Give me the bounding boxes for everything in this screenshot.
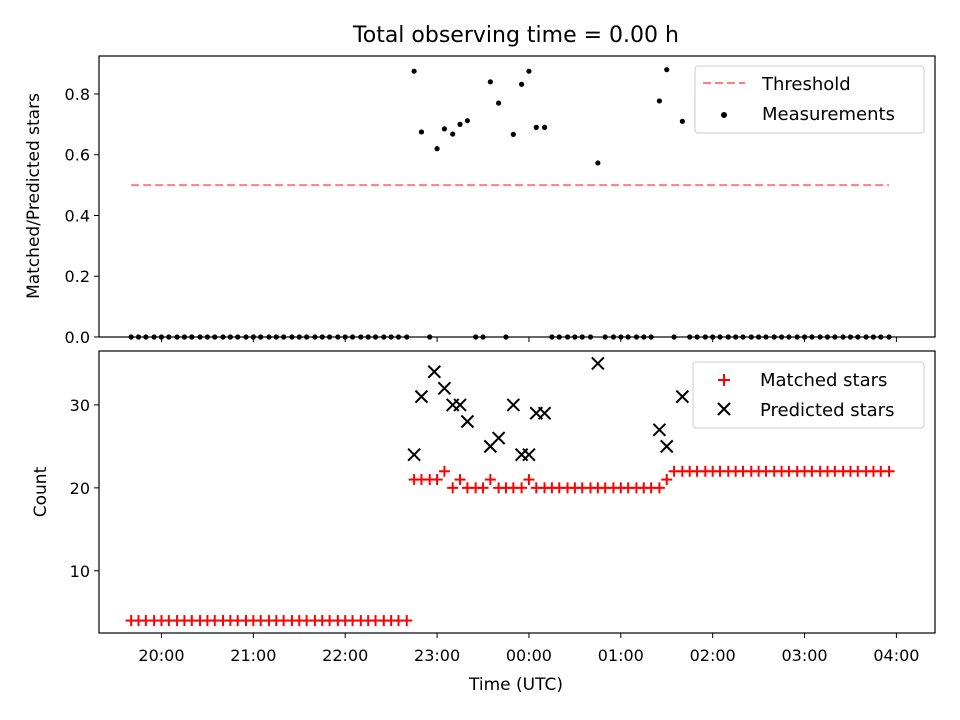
matched-star-marker — [653, 482, 665, 494]
measurement-point — [533, 124, 539, 130]
predicted-star-marker-b — [414, 389, 429, 404]
bottom-legend-box — [692, 361, 925, 429]
predicted-star-marker-b — [437, 381, 452, 396]
predicted-star-marker-b — [652, 423, 667, 437]
predicted-star-marker — [460, 414, 475, 429]
matched-star-marker — [438, 465, 450, 477]
matched-legend-swatch — [718, 374, 730, 386]
measurements-legend-label: Measurements — [762, 104, 895, 125]
x-tick-label: 20:00 — [138, 646, 184, 665]
bottom-y-tick-label: 10 — [70, 562, 90, 581]
measurements-legend-swatch — [721, 112, 727, 118]
measurement-point — [510, 131, 516, 137]
predicted-star-marker — [660, 439, 674, 454]
predicted-star-marker — [522, 447, 536, 462]
top-y-tick-label: 0.2 — [65, 267, 90, 286]
measurement-point — [457, 121, 463, 127]
predicted-star-marker — [652, 423, 667, 437]
predicted-star-marker-b — [453, 398, 467, 412]
x-tick-label: 23:00 — [414, 646, 460, 665]
top-y-tick-label: 0.8 — [65, 85, 90, 104]
predicted-star-marker-b — [591, 356, 605, 371]
measurement-point — [411, 68, 417, 74]
predicted-star-marker — [407, 447, 421, 462]
top-legend: Threshold Measurements — [694, 65, 925, 134]
threshold-legend-label: Threshold — [761, 74, 851, 95]
predicted-star-marker — [591, 356, 605, 371]
x-axis-label: Time (UTC) — [468, 675, 563, 695]
top-y-axis-label: Matched/Predicted stars — [24, 93, 44, 299]
measurement-point — [526, 68, 532, 74]
predicted-star-marker — [537, 406, 552, 420]
predicted-star-marker-b — [506, 398, 521, 412]
predicted-star-marker-b — [537, 406, 552, 420]
matched-star-marker — [484, 474, 496, 486]
measurement-point — [518, 81, 525, 87]
predicted-star-marker — [453, 398, 467, 412]
predicted-star-marker — [414, 389, 429, 404]
measurement-point — [595, 160, 601, 166]
figure-title: Total observing time = 0.00 h — [352, 23, 679, 48]
predicted-star-marker — [675, 389, 690, 404]
bottom-panel: 10 20 30 20:00 21:00 22:00 23:00 00:00 01:00 02:0… — [31, 350, 936, 695]
bottom-y-axis-label: Count — [31, 466, 51, 517]
measurement-point — [450, 131, 456, 137]
predicted-star-marker-b — [522, 447, 536, 462]
measurement-point — [487, 79, 493, 85]
top-y-tick-label: 0.6 — [65, 146, 90, 165]
predicted-star-marker — [427, 365, 442, 379]
bottom-y-tick-label: 30 — [70, 396, 90, 415]
matched-star-marker — [401, 615, 413, 627]
x-tick-label: 00:00 — [506, 646, 552, 665]
predicted-star-marker-b — [407, 447, 421, 462]
measurement-point — [679, 118, 685, 124]
top-plot-area: 0.0 0.2 0.4 0.6 0.8 — [65, 55, 936, 347]
top-y-tick-label: 0.0 — [65, 328, 90, 347]
matched-legend-label: Matched stars — [760, 370, 887, 391]
bottom-legend: Matched stars Predicted stars — [692, 361, 925, 429]
bottom-axes-frame — [98, 350, 936, 634]
top-panel: 0.00.20.40.60.8 Matched/Predicted stars … — [24, 55, 936, 347]
predicted-star-marker — [491, 431, 506, 445]
matched-star-marker — [477, 482, 489, 494]
x-tick-label: 01:00 — [598, 646, 644, 665]
predicted-legend-label: Predicted stars — [760, 400, 894, 421]
measurement-point — [434, 146, 440, 152]
predicted-star-marker — [437, 381, 452, 396]
measurement-point — [418, 129, 425, 135]
x-tick-label: 21:00 — [230, 646, 276, 665]
top-legend-box — [694, 65, 925, 134]
x-tick-label: 02:00 — [690, 646, 736, 665]
x-tick-label: 04:00 — [873, 646, 919, 665]
x-tick-label: 03:00 — [781, 646, 827, 665]
matched-star-marker — [661, 474, 673, 486]
matched-star-marker — [883, 465, 895, 477]
predicted-star-marker-b — [491, 431, 506, 445]
predicted-legend-swatch — [717, 402, 731, 416]
matched-star-marker — [431, 474, 443, 486]
bottom-plot-area: 10 20 30 20:00 21:00 22:00 23:00 00:00 01:00 02:0… — [70, 350, 936, 665]
predicted-star-marker-b — [427, 365, 442, 379]
matched-star-marker — [447, 482, 459, 494]
measurement-point — [541, 124, 548, 130]
measurement-point — [464, 118, 470, 124]
predicted-star-marker-b — [675, 389, 690, 404]
x-tick-label: 22:00 — [322, 646, 368, 665]
bottom-y-tick-label: 20 — [70, 479, 90, 498]
measurement-point — [496, 100, 502, 106]
predicted-star-marker-b — [660, 439, 674, 454]
matched-star-marker — [454, 474, 466, 486]
top-axes-frame — [98, 55, 936, 338]
predicted-star-marker — [506, 398, 521, 412]
top-y-tick-label: 0.4 — [65, 206, 90, 225]
measurement-point — [656, 98, 662, 104]
matched-star-marker — [516, 482, 528, 494]
matched-star-marker — [523, 474, 535, 486]
measurement-point — [664, 67, 670, 73]
measurement-point — [441, 126, 448, 132]
predicted-star-marker-b — [460, 414, 475, 429]
